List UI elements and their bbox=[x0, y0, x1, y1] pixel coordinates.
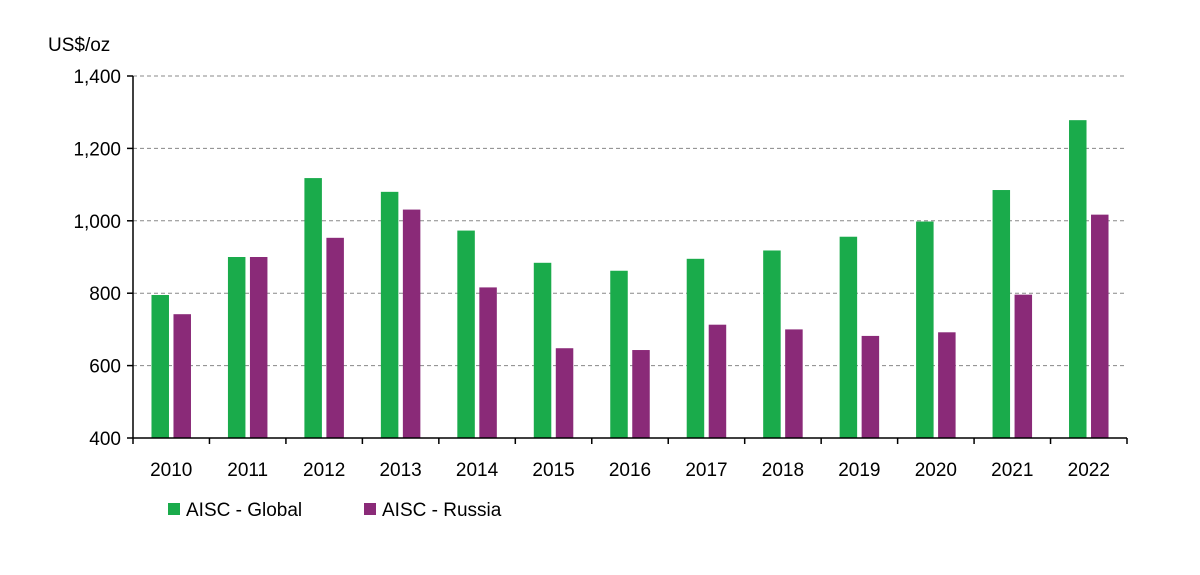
y-axis-unit-label: US$/oz bbox=[48, 35, 110, 56]
x-tick-label: 2016 bbox=[609, 460, 651, 481]
bar-aisc-global-2017 bbox=[686, 258, 705, 438]
bar-aisc-global-2022 bbox=[1069, 120, 1087, 438]
bar-aisc-global-2014 bbox=[457, 230, 475, 438]
bar-aisc-russia-2010 bbox=[173, 314, 191, 438]
bar-aisc-global-2021 bbox=[992, 190, 1011, 438]
bar-aisc-global-2020 bbox=[916, 221, 934, 438]
bar-aisc-global-2019 bbox=[839, 236, 858, 438]
x-tick-label: 2022 bbox=[1068, 460, 1110, 481]
legend-label: AISC - Russia bbox=[382, 500, 502, 521]
y-tick-label: 400 bbox=[89, 429, 121, 450]
bar-aisc-russia-2014 bbox=[479, 287, 497, 438]
bar-aisc-global-2016 bbox=[610, 270, 628, 438]
x-tick-label: 2014 bbox=[456, 460, 499, 481]
bar-aisc-russia-2015 bbox=[555, 348, 574, 438]
x-tick-label: 2018 bbox=[762, 460, 804, 481]
x-tick-label: 2013 bbox=[379, 460, 421, 481]
bar-aisc-russia-2022 bbox=[1091, 214, 1109, 438]
bar-aisc-russia-2019 bbox=[861, 335, 880, 438]
bars bbox=[151, 120, 1109, 439]
x-tick-label: 2015 bbox=[532, 460, 574, 481]
bar-aisc-russia-2013 bbox=[402, 209, 421, 438]
bar-aisc-russia-2012 bbox=[326, 237, 344, 438]
legend-swatch bbox=[364, 503, 376, 515]
bar-aisc-global-2015 bbox=[533, 262, 552, 438]
x-tick-label: 2010 bbox=[150, 460, 192, 481]
y-tick-label: 600 bbox=[89, 357, 121, 378]
bar-aisc-global-2012 bbox=[304, 178, 322, 439]
axes bbox=[132, 76, 1127, 439]
y-tick-label: 800 bbox=[89, 284, 121, 305]
bar-aisc-russia-2020 bbox=[938, 332, 956, 438]
legend-label: AISC - Global bbox=[186, 500, 302, 521]
bar-aisc-russia-2011 bbox=[249, 257, 268, 438]
bar-aisc-russia-2018 bbox=[785, 329, 803, 438]
bar-aisc-global-2018 bbox=[763, 250, 781, 438]
gridlines bbox=[133, 75, 1127, 367]
x-axis-ticks: 2010 2011 2012 2013 2014 2015 2016 2017 2018 2019… bbox=[132, 438, 1128, 481]
x-tick-label: 2021 bbox=[991, 460, 1033, 481]
x-tick-label: 2017 bbox=[685, 460, 727, 481]
bar-aisc-global-2011 bbox=[227, 257, 246, 438]
bar-aisc-global-2013 bbox=[380, 191, 399, 438]
x-tick-label: 2019 bbox=[838, 460, 880, 481]
bar-aisc-russia-2017 bbox=[708, 324, 727, 438]
y-tick-label: 1,000 bbox=[73, 212, 121, 233]
legend-swatch bbox=[168, 503, 180, 515]
x-tick-label: 2012 bbox=[303, 460, 345, 481]
y-tick-label: 1,400 bbox=[73, 67, 121, 88]
bar-aisc-global-2010 bbox=[151, 295, 169, 438]
bar-aisc-russia-2016 bbox=[632, 350, 650, 438]
x-tick-label: 2020 bbox=[915, 460, 957, 481]
y-axis-ticks: 400 600 800 1,000 1,200 1,400 bbox=[73, 67, 133, 450]
x-tick-label: 2011 bbox=[227, 460, 268, 481]
y-tick-label: 1,200 bbox=[73, 139, 121, 160]
bar-aisc-russia-2021 bbox=[1014, 294, 1033, 438]
legend: AISC - Global AISC - Russia bbox=[168, 500, 502, 521]
